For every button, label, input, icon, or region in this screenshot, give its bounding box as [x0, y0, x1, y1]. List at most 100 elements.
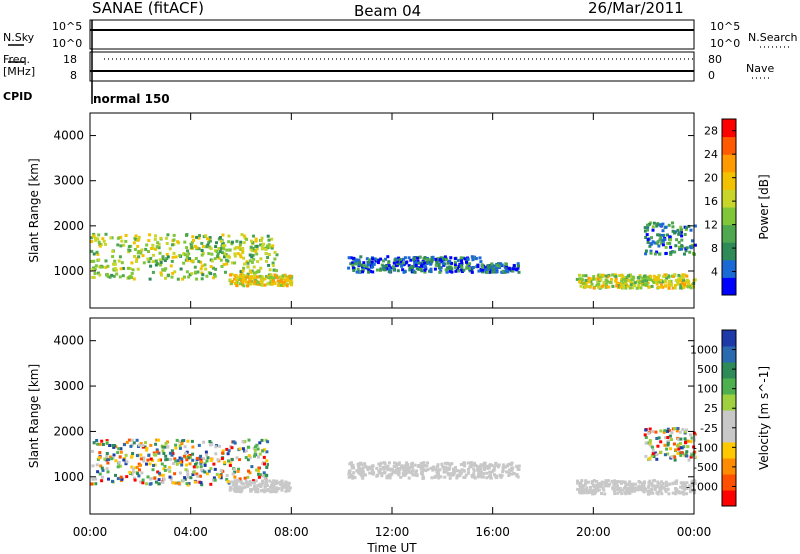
- echo-cell: [492, 465, 496, 469]
- panel-frame: [89, 112, 695, 309]
- echo-cell: [253, 280, 257, 284]
- echo-cell: [669, 283, 673, 287]
- echo-cell: [644, 249, 648, 253]
- echo-cell: [242, 266, 246, 270]
- echo-cell: [678, 279, 682, 283]
- echo-cell: [267, 263, 271, 267]
- colorbar-tick-label: 1000: [690, 344, 718, 357]
- echo-cell: [445, 258, 448, 262]
- echo-cell: [509, 462, 512, 466]
- echo-cell: [493, 473, 496, 477]
- echo-cell: [664, 489, 668, 493]
- freq-tick-top: 18: [63, 53, 77, 66]
- echo-cell: [181, 479, 185, 483]
- echo-cell: [397, 461, 401, 465]
- echo-cell: [213, 249, 217, 253]
- echo-cell: [456, 258, 460, 262]
- echo-cell: [441, 465, 445, 469]
- echo-cell: [93, 236, 97, 240]
- echo-cell: [241, 276, 245, 280]
- echo-cell: [647, 285, 651, 289]
- echo-cell: [103, 457, 107, 461]
- echo-cell: [444, 470, 448, 474]
- echo-cell: [689, 455, 693, 459]
- echo-cell: [185, 246, 189, 250]
- colorbar-segment: [722, 207, 736, 226]
- echo-cell: [246, 272, 250, 276]
- echo-cell: [407, 470, 411, 474]
- echo-cell: [355, 258, 358, 262]
- echo-cell: [98, 442, 102, 446]
- echo-cell: [683, 283, 687, 286]
- echo-cell: [515, 474, 519, 477]
- echo-cell: [429, 267, 433, 271]
- echo-cell: [151, 243, 155, 247]
- echo-cell: [143, 445, 147, 449]
- echo-cell: [248, 253, 252, 257]
- echo-cell: [233, 485, 237, 489]
- echo-cell: [611, 273, 615, 277]
- echo-cell: [673, 427, 676, 430]
- echo-cell: [693, 278, 697, 282]
- echo-cell: [576, 481, 580, 485]
- echo-cell: [395, 462, 399, 466]
- echo-cell: [191, 259, 195, 263]
- echo-cell: [456, 267, 459, 271]
- echo-cell: [184, 451, 188, 455]
- echo-cell: [693, 224, 697, 228]
- echo-cell: [654, 280, 658, 284]
- echo-cell: [244, 485, 248, 489]
- echo-cell: [459, 463, 463, 467]
- echo-cell: [657, 285, 661, 289]
- echo-cell: [263, 448, 266, 452]
- echo-cell: [168, 475, 172, 479]
- echo-cell: [448, 259, 452, 263]
- echo-cell: [264, 247, 268, 251]
- echo-cell: [375, 268, 379, 272]
- echo-cell: [606, 479, 610, 483]
- echo-cell: [426, 461, 430, 465]
- echo-cell: [212, 476, 216, 480]
- echo-cell: [439, 475, 443, 479]
- echo-region: [643, 221, 697, 256]
- echo-cell: [270, 237, 274, 241]
- echo-cell: [658, 488, 662, 492]
- echo-cell: [194, 463, 197, 466]
- echo-cell: [147, 250, 150, 253]
- echo-cell: [652, 221, 656, 225]
- echo-cell: [654, 485, 658, 489]
- echo-cell: [645, 282, 649, 286]
- x-tick-label: 12:00: [375, 525, 410, 539]
- echo-cell: [685, 274, 689, 278]
- echo-cell: [153, 476, 157, 480]
- echo-cell: [653, 241, 657, 245]
- echo-cell: [228, 464, 232, 467]
- echo-cell: [449, 256, 453, 260]
- echo-cell: [282, 483, 286, 487]
- echo-cell: [667, 492, 671, 496]
- echo-cell: [476, 467, 480, 471]
- echo-cell: [141, 478, 145, 482]
- echo-cell: [666, 429, 669, 433]
- echo-cell: [261, 479, 264, 483]
- echo-cell: [676, 282, 680, 286]
- echo-cell: [392, 465, 396, 468]
- echo-cell: [238, 485, 242, 489]
- echo-cell: [349, 262, 353, 266]
- echo-cell: [598, 273, 602, 277]
- echo-cell: [640, 485, 643, 489]
- echo-cell: [219, 476, 223, 480]
- echo-cell: [397, 471, 401, 475]
- echo-cell: [678, 491, 682, 495]
- echo-cell: [656, 490, 660, 494]
- echo-cell: [170, 259, 174, 263]
- echo-cell: [113, 444, 117, 447]
- y-tick-label: 4000: [53, 334, 84, 348]
- echo-cell: [275, 274, 279, 278]
- echo-cell: [471, 255, 475, 259]
- echo-cell: [94, 264, 98, 268]
- echo-cell: [148, 462, 152, 466]
- echo-cell: [256, 269, 260, 273]
- echo-cell: [386, 464, 390, 468]
- echo-cell: [655, 250, 659, 254]
